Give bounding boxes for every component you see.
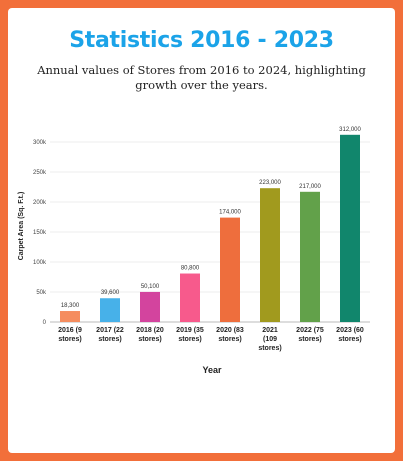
bar	[260, 188, 280, 322]
y-tick-label: 150k	[33, 230, 47, 236]
data-label: 50,100	[141, 284, 160, 290]
y-tick-label: 50k	[36, 290, 47, 296]
data-label: 223,000	[259, 180, 281, 186]
x-tick-label: 2017 (22 stores)	[96, 327, 124, 343]
chart-card: Statistics 2016 - 2023 Annual values of …	[8, 8, 395, 453]
y-tick-label: 200k	[33, 200, 47, 206]
data-label: 217,000	[299, 184, 321, 190]
y-tick-label: 300k	[33, 140, 47, 146]
data-label: 174,000	[219, 210, 241, 216]
chart-title: Statistics 2016 - 2023	[69, 28, 334, 53]
data-label: 312,000	[339, 127, 361, 133]
bar	[60, 311, 80, 322]
bar	[100, 298, 120, 322]
bar	[300, 191, 320, 322]
bar	[340, 134, 360, 322]
x-tick-label: 2018 (20 stores)	[136, 327, 164, 343]
y-tick-label: 250k	[33, 170, 47, 176]
data-label: 80,800	[181, 266, 200, 272]
bar	[180, 273, 200, 322]
data-label: 18,300	[61, 303, 80, 309]
x-tick-label: 2022 (75 stores)	[296, 327, 324, 343]
bar	[140, 291, 160, 322]
x-tick-label: 2020 (83 stores)	[216, 327, 244, 343]
y-tick-label: 100k	[33, 260, 47, 266]
x-axis-title: Year	[202, 365, 222, 375]
x-tick-label: 2016 (9 stores)	[58, 327, 82, 343]
bar	[220, 217, 240, 322]
y-tick-label: 0	[43, 320, 47, 326]
x-tick-label: 2019 (35 stores)	[176, 327, 204, 343]
chart-subtitle: Annual values of Stores from 2016 to 202…	[37, 63, 366, 92]
x-tick-label: 2023 (60 stores)	[336, 327, 364, 343]
x-tick-label: 2021 (109 stores)	[258, 327, 281, 352]
data-label: 39,600	[101, 290, 120, 296]
y-axis-title: Carpet Area (Sq. F.t.)	[18, 192, 25, 261]
